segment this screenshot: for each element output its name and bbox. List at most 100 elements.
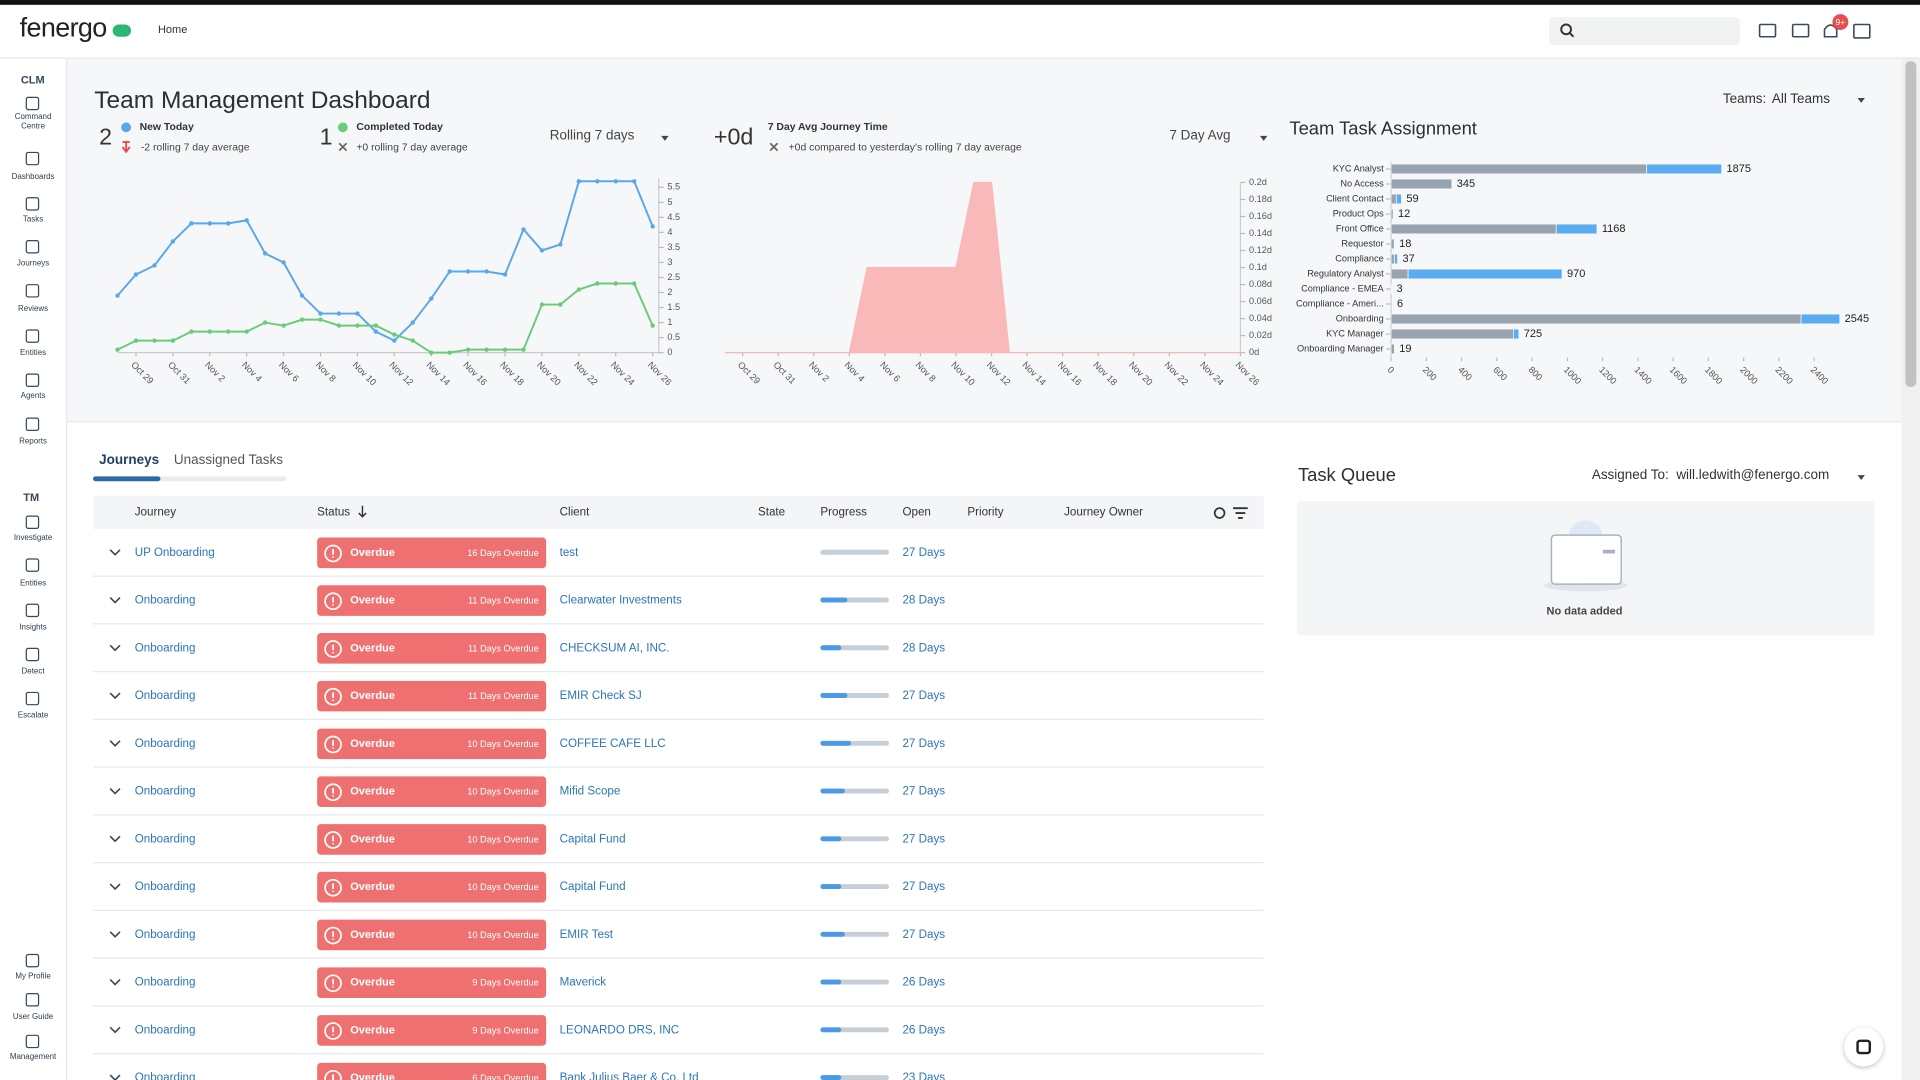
column-header[interactable]: State — [758, 506, 785, 519]
sidebar-item[interactable]: My Profile — [0, 951, 66, 988]
x-tick-label: 600 — [1491, 365, 1509, 383]
expand-chevron[interactable] — [109, 928, 121, 940]
expand-chevron[interactable] — [109, 546, 121, 558]
table-search-icon[interactable] — [1215, 508, 1225, 518]
sidebar-icon — [26, 418, 39, 431]
column-header[interactable]: Journey Owner — [1064, 506, 1143, 519]
dropdown-caret-icon[interactable] — [1855, 473, 1867, 483]
sidebar-item[interactable]: Detect — [0, 645, 66, 683]
expand-chevron[interactable] — [109, 737, 121, 749]
client-link[interactable]: Capital Fund — [560, 833, 626, 846]
dropdown-caret[interactable] — [1260, 136, 1267, 141]
dropdown-caret[interactable] — [1858, 475, 1865, 480]
neutral-icon — [770, 143, 777, 150]
journey-link[interactable]: Onboarding — [135, 737, 196, 750]
journey-link[interactable]: Onboarding — [135, 785, 196, 798]
journey-link[interactable]: Onboarding — [135, 928, 196, 941]
warning-icon — [323, 734, 343, 754]
tab[interactable]: Unassigned Tasks — [174, 453, 283, 468]
dropdown-caret[interactable] — [661, 136, 668, 141]
expand-chevron[interactable] — [109, 976, 121, 988]
dropdown-caret[interactable] — [1858, 98, 1865, 103]
sidebar-item[interactable]: Management — [0, 1032, 66, 1069]
journey-link[interactable]: Onboarding — [135, 642, 196, 655]
open-days: 27 Days — [902, 689, 945, 702]
column-header[interactable]: Priority — [967, 506, 1003, 519]
bar-segment — [1801, 314, 1840, 324]
expand-chevron[interactable] — [109, 642, 121, 654]
bar-total-label: 725 — [1524, 328, 1542, 340]
client-link[interactable]: Clearwater Investments — [560, 594, 682, 607]
assigned-dropdown[interactable]: will.ledwith@fenergo.com — [1676, 468, 1829, 483]
journey-link[interactable]: Onboarding — [135, 594, 196, 607]
client-link[interactable]: Capital Fund — [560, 880, 626, 893]
x-tick-label: Nov 14 — [424, 360, 452, 388]
sidebar-item[interactable]: Entities — [0, 327, 66, 365]
expand-chevron[interactable] — [109, 785, 121, 797]
status-badge: Overdue11 Days Overdue — [317, 633, 546, 664]
journey-link[interactable]: Onboarding — [135, 1071, 196, 1080]
client-link[interactable]: COFFEE CAFE LLC — [560, 737, 666, 750]
table-filter-icon[interactable] — [1233, 508, 1248, 518]
column-header[interactable]: Progress — [820, 506, 867, 519]
sidebar-item[interactable]: Journeys — [0, 238, 66, 276]
data-point — [152, 263, 156, 267]
journey-link[interactable]: Onboarding — [135, 1024, 196, 1037]
category-label: Front Office — [1336, 223, 1384, 233]
column-header[interactable]: Client — [560, 506, 590, 519]
expand-chevron[interactable] — [109, 689, 121, 701]
sidebar-item[interactable]: Investigate — [0, 513, 66, 550]
expand-chevron[interactable] — [109, 594, 121, 606]
sidebar-item[interactable]: Reports — [0, 415, 66, 453]
journey-link[interactable]: UP Onboarding — [135, 546, 215, 559]
column-header[interactable]: Journey — [135, 506, 176, 519]
client-link[interactable]: Mifid Scope — [560, 785, 621, 798]
tab[interactable]: Journeys — [99, 453, 159, 468]
bar-segment — [1391, 179, 1452, 189]
journey-link[interactable]: Onboarding — [135, 689, 196, 702]
status-badge: Overdue6 Days Overdue — [317, 1063, 546, 1080]
sidebar-label: User Guide — [7, 1013, 58, 1023]
expand-chevron[interactable] — [109, 1071, 121, 1080]
client-link[interactable]: EMIR Check SJ — [560, 689, 642, 702]
journey-link[interactable]: Onboarding — [135, 976, 196, 989]
client-link[interactable]: LEONARDO DRS, INC — [560, 1024, 680, 1037]
column-header[interactable]: Open — [902, 506, 930, 519]
journey-link[interactable]: Onboarding — [135, 833, 196, 846]
client-link[interactable]: EMIR Test — [560, 928, 613, 941]
client-link[interactable]: test — [560, 546, 579, 559]
down-arrow-icon — [122, 141, 129, 152]
status-text: Overdue — [350, 833, 395, 845]
sidebar-icon — [26, 97, 39, 110]
sidebar-item[interactable]: Reviews — [0, 282, 66, 321]
sidebar-item[interactable]: Tasks — [0, 195, 66, 232]
expand-chevron[interactable] — [109, 1024, 121, 1036]
data-point — [281, 323, 285, 327]
column-header[interactable]: Status — [317, 506, 350, 519]
assigned-label: Assigned To: — [1592, 468, 1669, 483]
sort-arrow[interactable] — [356, 504, 368, 519]
warning-icon — [323, 639, 343, 659]
sidebar-item[interactable]: Dashboards — [0, 149, 66, 188]
status-text: Overdue — [350, 737, 395, 749]
y-tick-label: 0.2d — [1249, 177, 1267, 187]
sidebar-icon — [26, 1035, 39, 1048]
journey-link[interactable]: Onboarding — [135, 880, 196, 893]
sidebar-item[interactable]: Insights — [0, 601, 66, 639]
sidebar-item[interactable]: User Guide — [0, 991, 66, 1029]
sidebar-item[interactable]: Command Centre — [0, 94, 66, 128]
progress-bar — [820, 598, 847, 603]
client-link[interactable]: CHECKSUM AI, INC. — [560, 642, 670, 655]
data-point — [558, 302, 562, 306]
client-link[interactable]: Maverick — [560, 976, 607, 989]
warning-icon — [323, 925, 343, 945]
expand-chevron[interactable] — [109, 880, 121, 892]
expand-chevron[interactable] — [109, 833, 121, 845]
scrollbar-thumb[interactable] — [1905, 61, 1916, 387]
sidebar-item[interactable]: Escalate — [0, 689, 66, 727]
chevron-icon — [110, 980, 120, 985]
sidebar-item[interactable]: Agents — [0, 371, 66, 408]
sidebar-item[interactable]: Entities — [0, 556, 66, 595]
client-link[interactable]: Bank Julius Baer & Co. Ltd — [560, 1071, 699, 1080]
bar-total-label: 59 — [1406, 193, 1418, 205]
